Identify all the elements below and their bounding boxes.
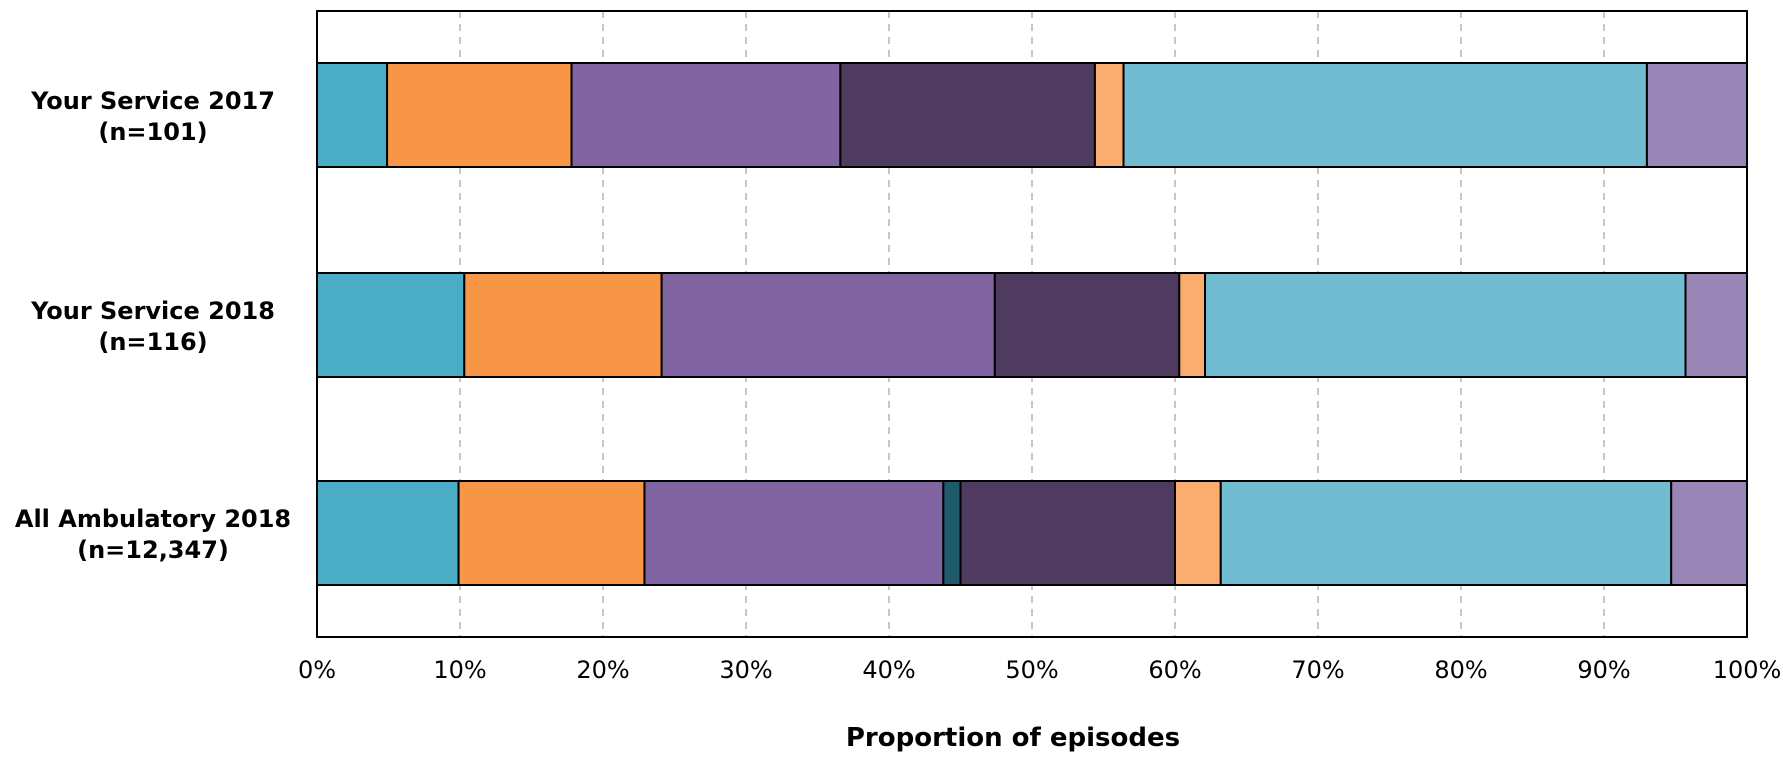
bar-segment-0-6 <box>1124 63 1647 167</box>
x-tick-label-6: 60% <box>1148 656 1201 684</box>
bar-segment-1-2 <box>662 273 995 377</box>
bar-segment-1-6 <box>1205 273 1685 377</box>
x-tick-label-4: 40% <box>862 656 915 684</box>
category-label-2-line1: All Ambulatory 2018 <box>15 505 291 533</box>
category-label-0-line1: Your Service 2017 <box>30 87 275 115</box>
bar-segment-2-1 <box>459 481 645 585</box>
bar-segment-1-1 <box>464 273 661 377</box>
x-tick-label-2: 20% <box>576 656 629 684</box>
bar-segment-0-2 <box>572 63 841 167</box>
x-tick-label-7: 70% <box>1291 656 1344 684</box>
category-label-1-line1: Your Service 2018 <box>30 297 275 325</box>
bar-segment-1-4 <box>995 273 1179 377</box>
x-tick-label-8: 80% <box>1434 656 1487 684</box>
x-tick-label-10: 100% <box>1713 656 1782 684</box>
bar-segment-0-5 <box>1095 63 1124 167</box>
x-tick-label-5: 50% <box>1005 656 1058 684</box>
x-tick-label-9: 90% <box>1577 656 1630 684</box>
category-labels: Your Service 2017 (n=101) Your Service 201… <box>15 87 291 564</box>
bar-segment-0-7 <box>1647 63 1747 167</box>
bar-segment-1-7 <box>1686 273 1747 377</box>
bar-segments <box>317 63 1747 585</box>
bar-segment-1-5 <box>1179 273 1205 377</box>
category-label-1-line2: (n=116) <box>98 328 207 356</box>
bar-segment-0-1 <box>387 63 571 167</box>
bar-segment-2-6 <box>1221 481 1671 585</box>
bar-segment-2-4 <box>961 481 1176 585</box>
bar-segment-2-2 <box>644 481 943 585</box>
bar-segment-2-3 <box>943 481 960 585</box>
x-tick-label-3: 30% <box>719 656 772 684</box>
x-tick-label-0: 0% <box>298 656 336 684</box>
bar-segment-2-7 <box>1671 481 1747 585</box>
bar-segment-0-4 <box>840 63 1095 167</box>
category-label-2-line2: (n=12,347) <box>77 536 229 564</box>
category-label-0-line2: (n=101) <box>98 118 207 146</box>
bar-segment-2-5 <box>1175 481 1221 585</box>
x-tick-label-1: 10% <box>433 656 486 684</box>
bar-segment-2-0 <box>317 481 459 585</box>
x-tick-labels: 0% 10% 20% 30% 40% 50% 60% 70% 80% 90% 100% <box>298 656 1781 684</box>
bar-segment-1-0 <box>317 273 464 377</box>
x-axis-title: Proportion of episodes <box>846 723 1180 753</box>
bar-segment-0-0 <box>317 63 387 167</box>
